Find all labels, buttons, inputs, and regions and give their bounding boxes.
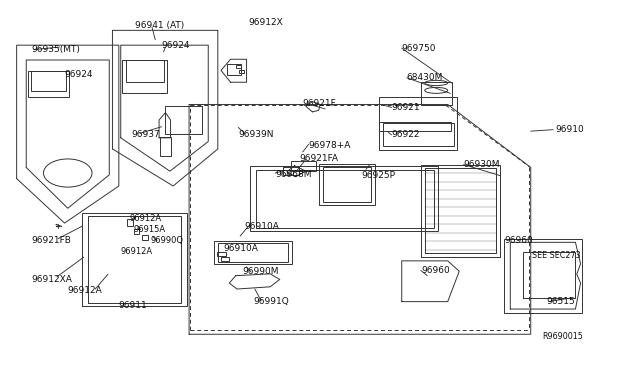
- Bar: [504, 239, 582, 313]
- Bar: [319, 164, 375, 205]
- Text: 96912A: 96912A: [121, 247, 153, 256]
- Text: 96924: 96924: [65, 70, 93, 79]
- Text: 96925P: 96925P: [362, 171, 396, 180]
- Text: 96912XA: 96912XA: [31, 275, 72, 284]
- Bar: [134, 230, 139, 234]
- Text: 96910A: 96910A: [244, 221, 280, 231]
- Text: 96960: 96960: [421, 266, 450, 275]
- Text: 96915A: 96915A: [134, 225, 166, 234]
- Text: 96515: 96515: [547, 297, 575, 306]
- Bar: [214, 241, 292, 264]
- Text: 96935(MT): 96935(MT): [31, 45, 80, 54]
- Bar: [216, 252, 226, 256]
- Text: 96990Q: 96990Q: [150, 236, 183, 246]
- Bar: [283, 167, 299, 175]
- Bar: [383, 123, 454, 146]
- Bar: [380, 97, 458, 150]
- Text: 96978+A: 96978+A: [308, 141, 351, 151]
- Text: 96990M: 96990M: [242, 267, 278, 276]
- Text: 96930M: 96930M: [464, 160, 500, 169]
- Bar: [122, 60, 167, 93]
- Bar: [227, 64, 241, 75]
- Bar: [239, 70, 244, 73]
- Bar: [421, 82, 452, 105]
- Text: 96921FA: 96921FA: [300, 154, 339, 163]
- Text: 96911: 96911: [119, 301, 148, 310]
- Bar: [256, 170, 434, 228]
- Text: 96912A: 96912A: [130, 214, 162, 223]
- Text: 96912X: 96912X: [248, 18, 284, 27]
- Text: 96921FB: 96921FB: [31, 236, 71, 246]
- Bar: [380, 122, 451, 131]
- Text: 969750: 969750: [402, 44, 436, 52]
- Text: 96924: 96924: [162, 41, 190, 51]
- Text: 96922: 96922: [392, 130, 420, 140]
- Text: 96910A: 96910A: [223, 244, 258, 253]
- Bar: [31, 71, 66, 92]
- Bar: [291, 161, 316, 171]
- Text: 96912A: 96912A: [68, 286, 102, 295]
- Bar: [28, 71, 69, 97]
- Bar: [250, 166, 438, 231]
- Bar: [218, 243, 288, 262]
- Text: 96939N: 96939N: [238, 130, 274, 140]
- Text: 96991Q: 96991Q: [253, 297, 289, 306]
- Bar: [323, 167, 371, 202]
- Text: 96910: 96910: [555, 125, 584, 134]
- Bar: [126, 60, 164, 82]
- Text: 96921: 96921: [392, 103, 420, 112]
- Text: 96968M: 96968M: [275, 170, 312, 179]
- Text: 96960: 96960: [504, 236, 532, 246]
- Text: R9690015: R9690015: [542, 331, 583, 341]
- Text: 96921F: 96921F: [302, 99, 336, 108]
- Text: 96941 (AT): 96941 (AT): [135, 22, 184, 31]
- Text: SEE SEC273: SEE SEC273: [532, 251, 580, 260]
- Bar: [143, 235, 148, 240]
- Bar: [236, 65, 241, 68]
- Bar: [160, 137, 171, 156]
- Text: 68430M: 68430M: [407, 73, 444, 82]
- Bar: [166, 106, 202, 134]
- Text: 96937: 96937: [132, 130, 161, 140]
- Bar: [127, 219, 133, 226]
- Bar: [221, 257, 228, 261]
